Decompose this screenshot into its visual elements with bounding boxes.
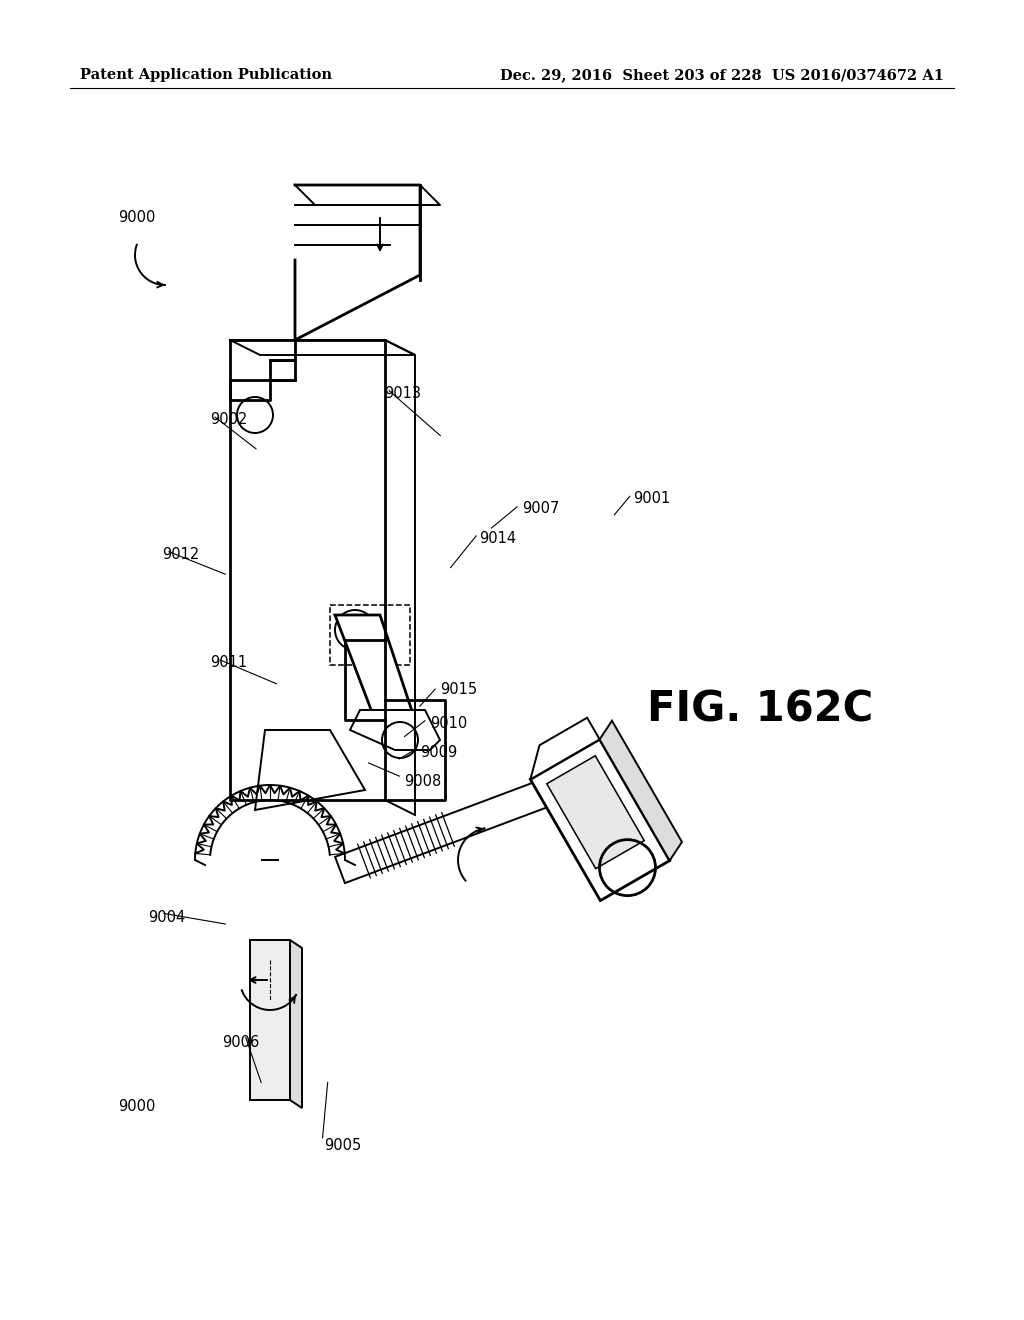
- Text: 9004: 9004: [148, 909, 185, 925]
- Text: 9006: 9006: [222, 1035, 259, 1051]
- Polygon shape: [250, 940, 290, 1100]
- Text: 9008: 9008: [404, 774, 441, 789]
- Text: 9009: 9009: [420, 744, 457, 760]
- Polygon shape: [350, 710, 440, 750]
- Text: 9007: 9007: [522, 500, 559, 516]
- Text: 9014: 9014: [479, 531, 516, 546]
- Polygon shape: [290, 940, 302, 1107]
- Polygon shape: [600, 721, 682, 861]
- Text: Dec. 29, 2016  Sheet 203 of 228  US 2016/0374672 A1: Dec. 29, 2016 Sheet 203 of 228 US 2016/0…: [500, 69, 944, 82]
- Polygon shape: [530, 739, 670, 900]
- Text: 9002: 9002: [210, 412, 247, 428]
- Polygon shape: [547, 756, 644, 869]
- Text: 9013: 9013: [384, 385, 421, 401]
- Text: 9000: 9000: [118, 210, 156, 226]
- Text: 9005: 9005: [325, 1138, 361, 1154]
- Text: 9001: 9001: [633, 491, 670, 507]
- Polygon shape: [530, 718, 600, 779]
- Polygon shape: [335, 615, 415, 719]
- Polygon shape: [255, 730, 365, 810]
- Text: 9015: 9015: [440, 681, 477, 697]
- Polygon shape: [335, 767, 585, 883]
- Text: 9011: 9011: [210, 655, 247, 671]
- Polygon shape: [584, 763, 604, 787]
- Text: Patent Application Publication: Patent Application Publication: [80, 69, 332, 82]
- Text: 9010: 9010: [430, 715, 467, 731]
- Text: 9012: 9012: [162, 546, 199, 562]
- Text: FIG. 162C: FIG. 162C: [647, 689, 873, 731]
- Text: 9000: 9000: [118, 1098, 155, 1114]
